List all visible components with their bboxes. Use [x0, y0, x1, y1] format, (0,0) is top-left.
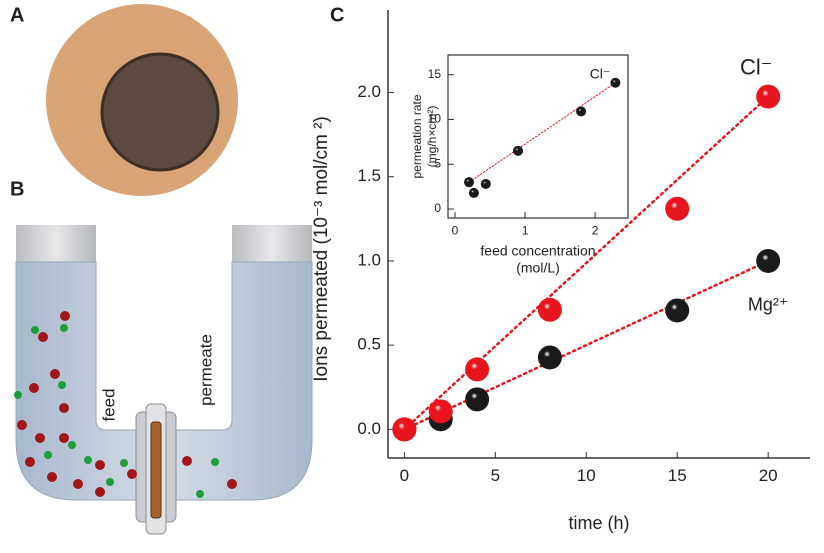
y-tick-label: 0	[434, 201, 441, 215]
x-axis-label: (mol/L)	[516, 260, 560, 276]
y-tick-label: 10	[428, 112, 442, 126]
y-tick-label: 0.0	[357, 419, 381, 438]
panel-label: B	[10, 178, 24, 200]
data-point	[665, 298, 690, 323]
x-axis-label: feed concentration	[480, 243, 595, 259]
x-tick-label: 10	[577, 466, 596, 485]
x-tick-label: 0	[452, 223, 459, 237]
y-tick-label: 1.5	[357, 166, 381, 185]
y-tick-label: 5	[434, 156, 441, 170]
data-point	[610, 77, 621, 88]
x-tick-label: 20	[759, 466, 778, 485]
data-point	[480, 178, 491, 189]
data-point	[576, 106, 587, 117]
data-point	[756, 248, 781, 273]
x-tick-label: 1	[522, 223, 529, 237]
panel-label: C	[330, 4, 344, 26]
y-tick-label: 15	[428, 67, 442, 81]
permeate-label: permeate	[196, 334, 215, 406]
x-tick-label: 5	[491, 466, 500, 485]
annotation: Cl⁻	[590, 66, 611, 82]
feed-label: feed	[99, 388, 118, 421]
y-tick-label: 2.0	[357, 82, 381, 101]
data-point	[465, 387, 490, 412]
series-label: Mg²⁺	[748, 295, 789, 315]
y-axis-label: Ions permeated (10⁻³ mol/cm ²)	[311, 116, 332, 382]
y-tick-label: 1.0	[357, 250, 381, 269]
ions	[14, 311, 237, 498]
data-point	[468, 187, 479, 198]
y-axis-label: permeation rate	[410, 94, 424, 178]
u-tube	[15, 225, 313, 535]
trend-line	[403, 259, 770, 431]
series-label: Cl⁻	[740, 54, 772, 79]
y-tick-label: 0.5	[357, 335, 381, 354]
x-tick-label: 0	[400, 466, 409, 485]
y-axis-label: (mg/h×cm²)	[425, 106, 439, 168]
x-tick-label: 15	[668, 466, 687, 485]
data-point	[665, 196, 690, 221]
panel-label: A	[10, 4, 24, 26]
data-point	[513, 145, 524, 156]
data-point	[392, 417, 417, 442]
trend-line	[403, 95, 770, 431]
data-point	[465, 357, 490, 382]
data-point	[537, 297, 562, 322]
data-point	[756, 84, 781, 109]
trend-line	[468, 82, 616, 183]
data-point	[464, 177, 475, 188]
membrane-window	[100, 52, 220, 172]
x-axis-label: time (h)	[568, 513, 629, 533]
data-point	[537, 345, 562, 370]
data-point	[428, 399, 453, 424]
x-tick-label: 2	[592, 223, 599, 237]
